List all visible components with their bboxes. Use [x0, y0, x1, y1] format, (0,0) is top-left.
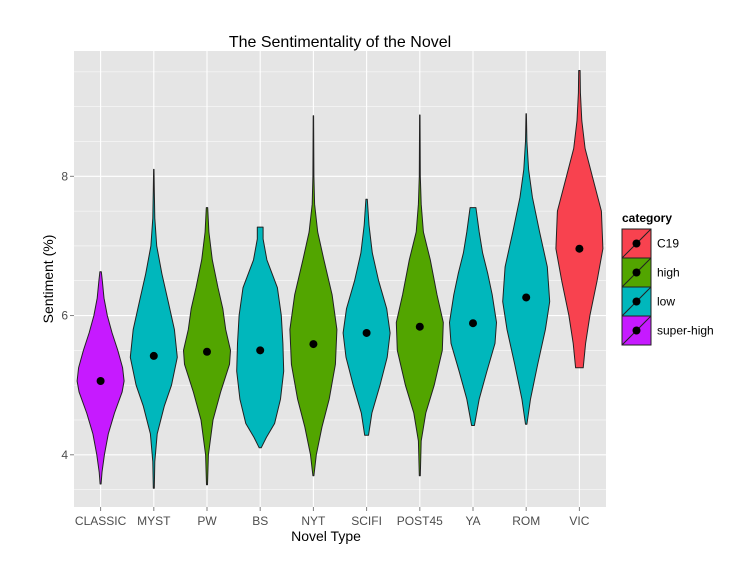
x-tick-label-ya: YA	[465, 514, 480, 528]
mean-point-rom	[522, 293, 531, 302]
mean-point-vic	[575, 244, 584, 253]
x-tick-label-scifi: SCIFI	[351, 514, 382, 528]
x-tick-label-rom: ROM	[512, 514, 540, 528]
x-axis-title: Novel Type	[291, 528, 361, 544]
chart-title: The Sentimentality of the Novel	[229, 34, 451, 51]
mean-point-scifi	[362, 328, 371, 337]
violin-pw	[183, 207, 231, 486]
x-tick-label-pw: PW	[197, 514, 217, 528]
legend-title: category	[622, 211, 672, 225]
legend-label-low: low	[657, 295, 675, 309]
mean-point-pw	[203, 347, 211, 356]
violin-myst	[129, 168, 178, 489]
x-axis-ticks: CLASSIC MYST PW BS NYT SCIFI POST45 YA ROM VIC	[75, 507, 590, 528]
mean-point-nyt	[309, 340, 318, 349]
mean-point-post45	[415, 322, 424, 331]
x-tick-label-classic: CLASSIC	[75, 514, 127, 528]
violin-vic	[555, 70, 604, 369]
y-axis-ticks: 4 6 8	[61, 169, 74, 462]
x-tick-label-nyt: NYT	[301, 514, 326, 528]
y-tick-label: 4	[61, 448, 68, 462]
mean-points	[96, 244, 584, 385]
x-tick-label-bs: BS	[252, 514, 268, 528]
x-tick-label-vic: VIC	[569, 514, 589, 528]
legend-key-point	[632, 326, 641, 335]
x-tick-label-myst: MYST	[137, 514, 171, 528]
legend-label-high: high	[657, 266, 680, 280]
x-tick-label-post45: POST45	[397, 514, 443, 528]
mean-point-bs	[256, 346, 265, 355]
mean-point-classic	[96, 376, 105, 385]
mean-point-ya	[469, 319, 477, 328]
violin-nyt	[289, 115, 338, 477]
mean-point-myst	[149, 351, 158, 360]
violin-ya	[449, 207, 497, 426]
legend: category C19 high low super-high	[621, 211, 714, 346]
violin-bs	[236, 226, 285, 449]
violin-scifi	[342, 198, 391, 436]
legend-key-point	[632, 268, 641, 277]
legend-label-super-high: super-high	[657, 324, 714, 338]
legend-key-point	[632, 239, 641, 248]
y-axis-title: Sentiment (%)	[40, 235, 56, 324]
y-tick-label: 6	[61, 309, 68, 323]
legend-key-point	[632, 297, 641, 306]
y-tick-label: 8	[61, 169, 68, 183]
violin-post45	[395, 114, 444, 477]
legend-label-c19: C19	[657, 237, 679, 251]
violin-rom	[502, 113, 551, 425]
